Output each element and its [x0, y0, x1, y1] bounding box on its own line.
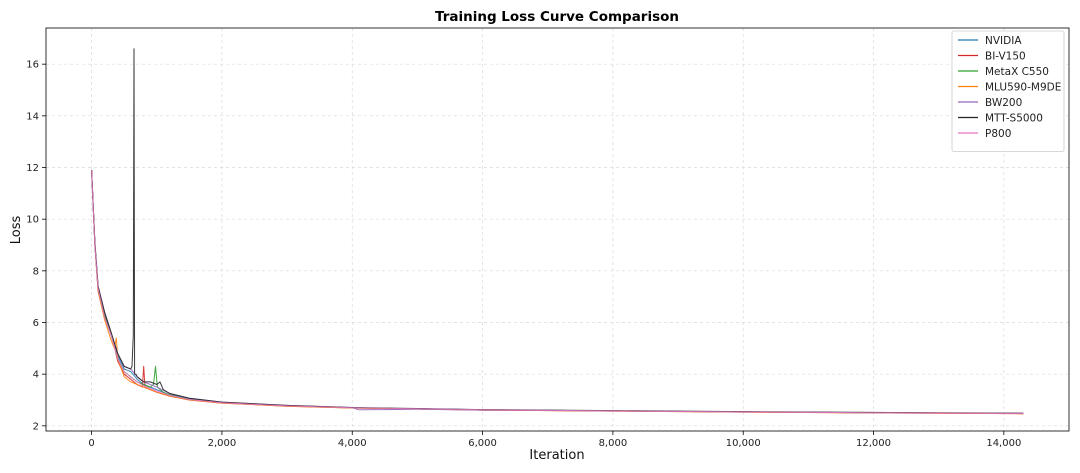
series-line-mlu590-m9de: [91, 170, 1024, 415]
x-axis-ticks: 0 2,000 4,000 6,000 8,000 10,000 12,000 14,000: [88, 431, 1021, 449]
series-line-nvidia: [91, 170, 1024, 414]
chart-title: Training Loss Curve Comparison: [435, 9, 679, 25]
y-tick-label: 8: [33, 266, 39, 277]
y-axis-label: Loss: [9, 216, 24, 245]
legend-label: P800: [985, 128, 1011, 140]
series-lines: [91, 48, 1024, 415]
y-tick-label: 2: [33, 421, 39, 432]
y-tick-label: 14: [26, 111, 39, 122]
x-tick-label: 4,000: [338, 438, 367, 449]
legend-box: [951, 30, 1065, 152]
x-axis-label: Iteration: [529, 448, 584, 463]
y-tick-label: 10: [26, 215, 39, 226]
legend-label: MetaX C550: [985, 66, 1049, 78]
legend-label: BI-V150: [985, 51, 1026, 63]
x-tick-label: 6,000: [468, 438, 497, 449]
plot-frame: [45, 27, 1070, 432]
y-tick-label: 12: [26, 163, 39, 174]
series-line-bw200: [91, 170, 1024, 414]
legend-label: BW200: [985, 97, 1022, 109]
x-tick-label: 0: [88, 438, 94, 449]
series-line-p800: [91, 170, 1024, 414]
y-tick-label: 4: [33, 370, 39, 381]
y-axis-ticks: 2 4 6 8 10 12 14 16: [26, 60, 46, 432]
y-tick-label: 6: [33, 318, 39, 329]
x-tick-label: 14,000: [986, 438, 1021, 449]
y-tick-label: 16: [26, 60, 39, 71]
x-tick-label: 12,000: [856, 438, 891, 449]
grid-lines: [46, 28, 1069, 431]
legend-label: MTT-S5000: [985, 113, 1043, 125]
series-line-mtt-s5000: [91, 48, 1024, 414]
x-tick-label: 10,000: [726, 438, 761, 449]
x-tick-label: 2,000: [208, 438, 237, 449]
series-line-metax-c550: [91, 170, 1024, 414]
series-line-bi-v150: [91, 170, 1024, 415]
legend-label: NVIDIA: [985, 35, 1022, 47]
x-tick-label: 8,000: [599, 438, 628, 449]
legend: NVIDIA BI-V150 MetaX C550 MLU590-M9DE BW200 M…: [951, 30, 1065, 152]
legend-label: MLU590-M9DE: [985, 82, 1061, 94]
